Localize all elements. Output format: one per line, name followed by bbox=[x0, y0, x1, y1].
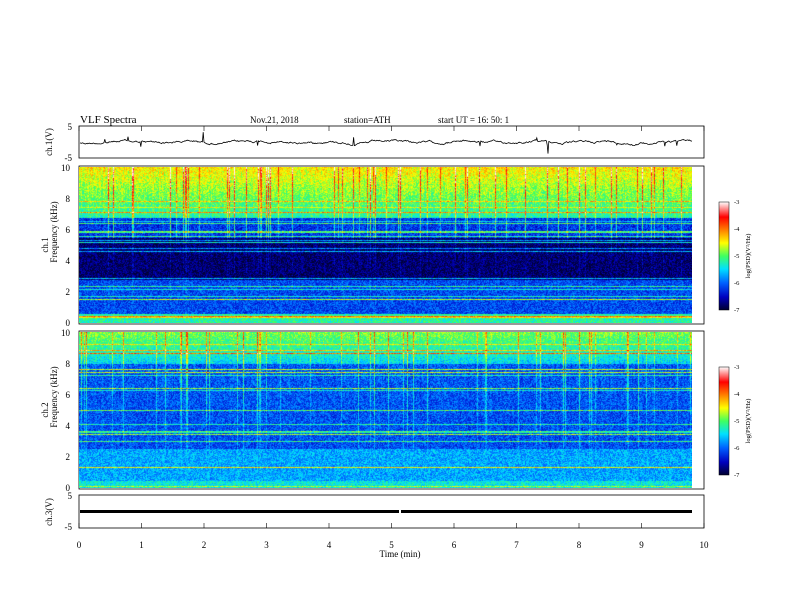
ch1-colorbar-label: log(PSD)(V²/Hz) bbox=[745, 234, 752, 279]
ch1-spectrogram-panel: 0 2 4 6 8 10 ch.1 Frequency (kHz) bbox=[40, 163, 705, 328]
ch3-ytick-top: 5 bbox=[68, 491, 73, 501]
ch1-cb-tick-4: -7 bbox=[734, 307, 740, 314]
time-axis-label: Time (min) bbox=[380, 549, 421, 559]
date-label: Nov.21, 2018 bbox=[250, 115, 299, 125]
ch1-cb-tick-1: -4 bbox=[734, 226, 740, 233]
ch2-freq-axis: 0 2 4 6 8 10 bbox=[61, 328, 71, 493]
time-axis-tick-label: 3 bbox=[264, 540, 269, 550]
figure-title: VLF Spectra bbox=[80, 114, 137, 126]
ch2-cb-tick-2: -5 bbox=[734, 418, 739, 425]
ch1-waveform-line bbox=[79, 132, 693, 154]
ch2-cb-tick-1: -4 bbox=[734, 391, 740, 398]
ch1-spectrogram-label: ch.1 bbox=[40, 237, 50, 252]
ch2-spectrogram-panel: 0 2 4 6 8 10 ch.2 Frequency (kHz) bbox=[40, 328, 705, 493]
ch1-colorbar: -3 -4 -5 -6 -7 log(PSD)(V²/Hz) bbox=[718, 199, 752, 314]
ch2-spectrogram-image bbox=[79, 332, 692, 488]
ch3-waveform-panel: 5 -5 ch.3(V) bbox=[44, 491, 705, 532]
ch2-ytick-8: 8 bbox=[66, 359, 71, 369]
ch1-cb-tick-3: -6 bbox=[734, 280, 740, 287]
ch3-ytick-bottom: -5 bbox=[65, 522, 73, 532]
time-axis-tick-label: 0 bbox=[77, 540, 82, 550]
ch1-ytick-8: 8 bbox=[66, 194, 71, 204]
ch2-ytick-10: 10 bbox=[61, 328, 71, 338]
ch2-cb-tick-3: -6 bbox=[734, 445, 740, 452]
ch2-ytick-0: 0 bbox=[66, 483, 71, 493]
ch3-waveform-line bbox=[80, 510, 692, 513]
ch1-cb-tick-0: -3 bbox=[734, 199, 739, 206]
ch2-ytick-4: 4 bbox=[66, 421, 71, 431]
ch1-ytick-4: 4 bbox=[66, 256, 71, 266]
ch1-freq-axis: 0 2 4 6 8 10 bbox=[61, 163, 71, 328]
ch1-ytick-0: 0 bbox=[66, 318, 71, 328]
ch1-waveform-panel: 5 -5 ch.1(V) bbox=[44, 122, 705, 163]
time-axis-tick-label: 8 bbox=[577, 540, 582, 550]
time-axis-tick-label: 6 bbox=[452, 540, 457, 550]
ch3-waveform-gap bbox=[399, 509, 401, 514]
ch2-colorbar: -3 -4 -5 -6 -7 log(PSD)(V²/Hz) bbox=[718, 364, 752, 479]
ch2-ytick-2: 2 bbox=[66, 452, 71, 462]
time-axis-tick-label: 1 bbox=[139, 540, 144, 550]
ch1-ytick-bottom: -5 bbox=[65, 153, 73, 163]
station-label: station=ATH bbox=[344, 115, 391, 125]
ch2-cb-tick-0: -3 bbox=[734, 364, 739, 371]
time-axis-tick-label: 7 bbox=[514, 540, 519, 550]
ch2-colorbar-gradient bbox=[718, 366, 730, 476]
ch1-ytick-2: 2 bbox=[66, 287, 71, 297]
time-axis-tick-label: 9 bbox=[639, 540, 644, 550]
start-time-label: start UT = 16: 50: 1 bbox=[438, 115, 509, 125]
time-axis-tick-label: 5 bbox=[389, 540, 394, 550]
time-axis-tick-label: 2 bbox=[202, 540, 207, 550]
ch1-frequency-ylabel: Frequency (kHz) bbox=[49, 201, 59, 262]
ch2-colorbar-label: log(PSD)(V²/Hz) bbox=[745, 399, 752, 444]
time-axis: 0 1 2 3 4 5 6 7 8 9 10 bbox=[77, 126, 709, 550]
ch2-spectrogram-label: ch.2 bbox=[40, 402, 50, 417]
time-axis-tick-label: 10 bbox=[700, 540, 710, 550]
ch1-waveform-ylabel: ch.1(V) bbox=[44, 128, 54, 156]
ch1-colorbar-gradient bbox=[718, 201, 730, 311]
ch1-ytick-top: 5 bbox=[68, 122, 73, 132]
ch1-spectrogram-image bbox=[79, 167, 692, 323]
time-axis-tick-label: 4 bbox=[327, 540, 332, 550]
ch2-ytick-6: 6 bbox=[66, 390, 71, 400]
ch3-waveform-ylabel: ch.3(V) bbox=[44, 498, 54, 526]
ch2-cb-tick-4: -7 bbox=[734, 472, 740, 479]
ch1-cb-tick-2: -5 bbox=[734, 253, 739, 260]
ch1-ytick-6: 6 bbox=[66, 225, 71, 235]
ch2-frequency-ylabel: Frequency (kHz) bbox=[49, 366, 59, 427]
ch1-ytick-10: 10 bbox=[61, 163, 71, 173]
